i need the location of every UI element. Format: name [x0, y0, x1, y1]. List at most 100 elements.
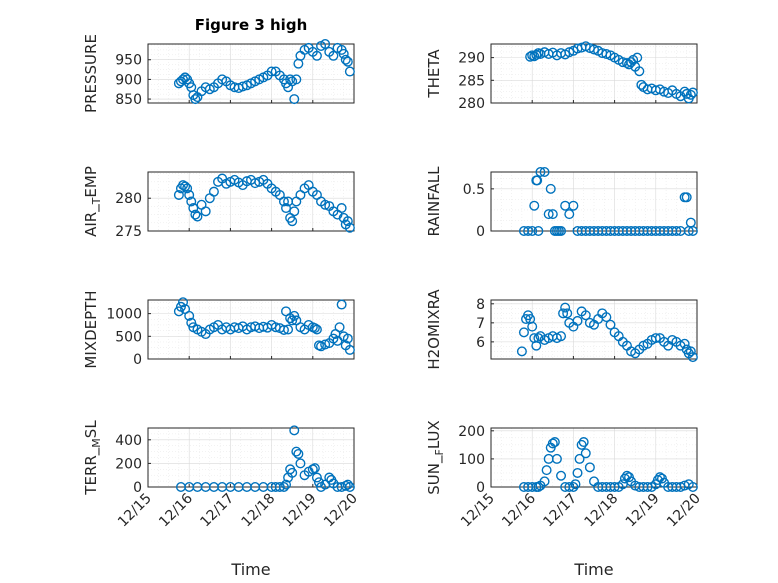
- subplot-grid: 850 900 950 PRESSURE 280 285 290 THETA 275 280 AIR…: [82, 34, 704, 530]
- data-point: [274, 482, 285, 493]
- y-tick-label: 900: [115, 72, 142, 88]
- data-point: [313, 477, 324, 488]
- data-point: [320, 339, 331, 350]
- data-point: [564, 47, 575, 58]
- y-tick-label: 0: [476, 480, 485, 496]
- data-point: [558, 308, 569, 319]
- data-point: [556, 470, 567, 481]
- y-tick-label: 100: [458, 452, 485, 468]
- data-point: [541, 465, 552, 476]
- y-axis-label: TERR_MSL: [82, 420, 103, 496]
- y-tick-label: 500: [115, 329, 142, 345]
- data-point: [547, 209, 558, 220]
- data-point: [338, 48, 349, 59]
- data-point: [671, 225, 682, 236]
- data-point: [307, 464, 318, 475]
- data-point: [336, 299, 347, 310]
- data-point: [681, 192, 692, 203]
- data-point: [182, 183, 193, 194]
- data-point: [342, 216, 353, 227]
- data-point: [278, 324, 289, 335]
- data-point: [562, 308, 573, 319]
- data-point: [570, 479, 581, 490]
- data-point: [533, 333, 544, 344]
- data-point: [289, 425, 300, 436]
- data-point: [200, 206, 211, 217]
- y-axis-label: H2OMIXRA: [425, 289, 443, 370]
- x-tick-label: 12/17: [197, 491, 237, 531]
- y-tick-label: 280: [115, 191, 142, 207]
- data-point: [533, 482, 544, 493]
- data-point: [564, 209, 575, 220]
- data-point: [685, 89, 696, 100]
- data-point: [208, 186, 219, 197]
- data-point: [605, 319, 616, 330]
- y-tick-label: 0: [133, 352, 142, 368]
- data-point: [564, 482, 575, 493]
- data-point: [518, 327, 529, 338]
- x-tick-label: 12/19: [623, 491, 663, 531]
- data-point: [344, 344, 355, 355]
- y-axis-label: AIR_TEMP: [82, 166, 103, 237]
- data-point: [178, 297, 189, 308]
- data-point: [535, 166, 546, 177]
- y-axis-label: RAINFALL: [425, 166, 443, 237]
- data-point: [545, 183, 556, 194]
- data-point: [278, 482, 289, 493]
- subplot-h2omixra: 6 7 8 H2OMIXRA: [425, 289, 698, 370]
- data-point: [309, 323, 320, 334]
- data-point: [184, 310, 195, 321]
- data-point: [184, 189, 195, 200]
- plot-area: [490, 171, 698, 232]
- data-point: [283, 324, 294, 335]
- data-point: [285, 74, 296, 85]
- data-point: [344, 222, 355, 233]
- data-point: [687, 87, 698, 98]
- data-point: [281, 479, 292, 490]
- data-point: [527, 321, 538, 332]
- data-point: [291, 74, 302, 85]
- data-point: [619, 473, 630, 484]
- x-tick-label: 12/15: [458, 491, 498, 531]
- data-point: [539, 166, 550, 177]
- data-point: [281, 203, 292, 214]
- data-point: [687, 352, 698, 363]
- data-point: [529, 200, 540, 211]
- x-tick-label: 12/20: [664, 491, 704, 531]
- data-point: [342, 333, 353, 344]
- data-point: [190, 209, 201, 220]
- data-point: [311, 472, 322, 483]
- data-point: [687, 225, 698, 236]
- data-point: [320, 199, 331, 210]
- data-point: [278, 196, 289, 207]
- data-point: [556, 225, 567, 236]
- data-point: [556, 331, 567, 342]
- data-point: [320, 39, 331, 50]
- data-point: [539, 476, 550, 487]
- data-point: [687, 482, 698, 493]
- data-point: [342, 479, 353, 490]
- data-point: [525, 51, 536, 62]
- data-point: [679, 338, 690, 349]
- data-point: [527, 225, 538, 236]
- y-tick-label: 7: [476, 316, 485, 332]
- data-point: [190, 94, 201, 105]
- y-tick-label: 1000: [106, 307, 142, 323]
- data-point: [250, 178, 261, 189]
- data-point: [340, 54, 351, 65]
- axes-box: [147, 171, 355, 232]
- data-point: [532, 175, 543, 186]
- y-tick-label: 950: [115, 53, 142, 69]
- data-point: [336, 203, 347, 214]
- data-point: [572, 315, 583, 326]
- data-point: [574, 453, 585, 464]
- data-point: [344, 66, 355, 77]
- figure-title: Figure 3 high: [195, 16, 308, 34]
- y-axis-label: THETA: [425, 49, 443, 99]
- y-tick-label: 0: [133, 480, 142, 496]
- data-point: [580, 448, 591, 459]
- data-point: [344, 482, 355, 493]
- data-point: [266, 66, 277, 77]
- data-point: [340, 480, 351, 491]
- axes-box: [490, 43, 698, 104]
